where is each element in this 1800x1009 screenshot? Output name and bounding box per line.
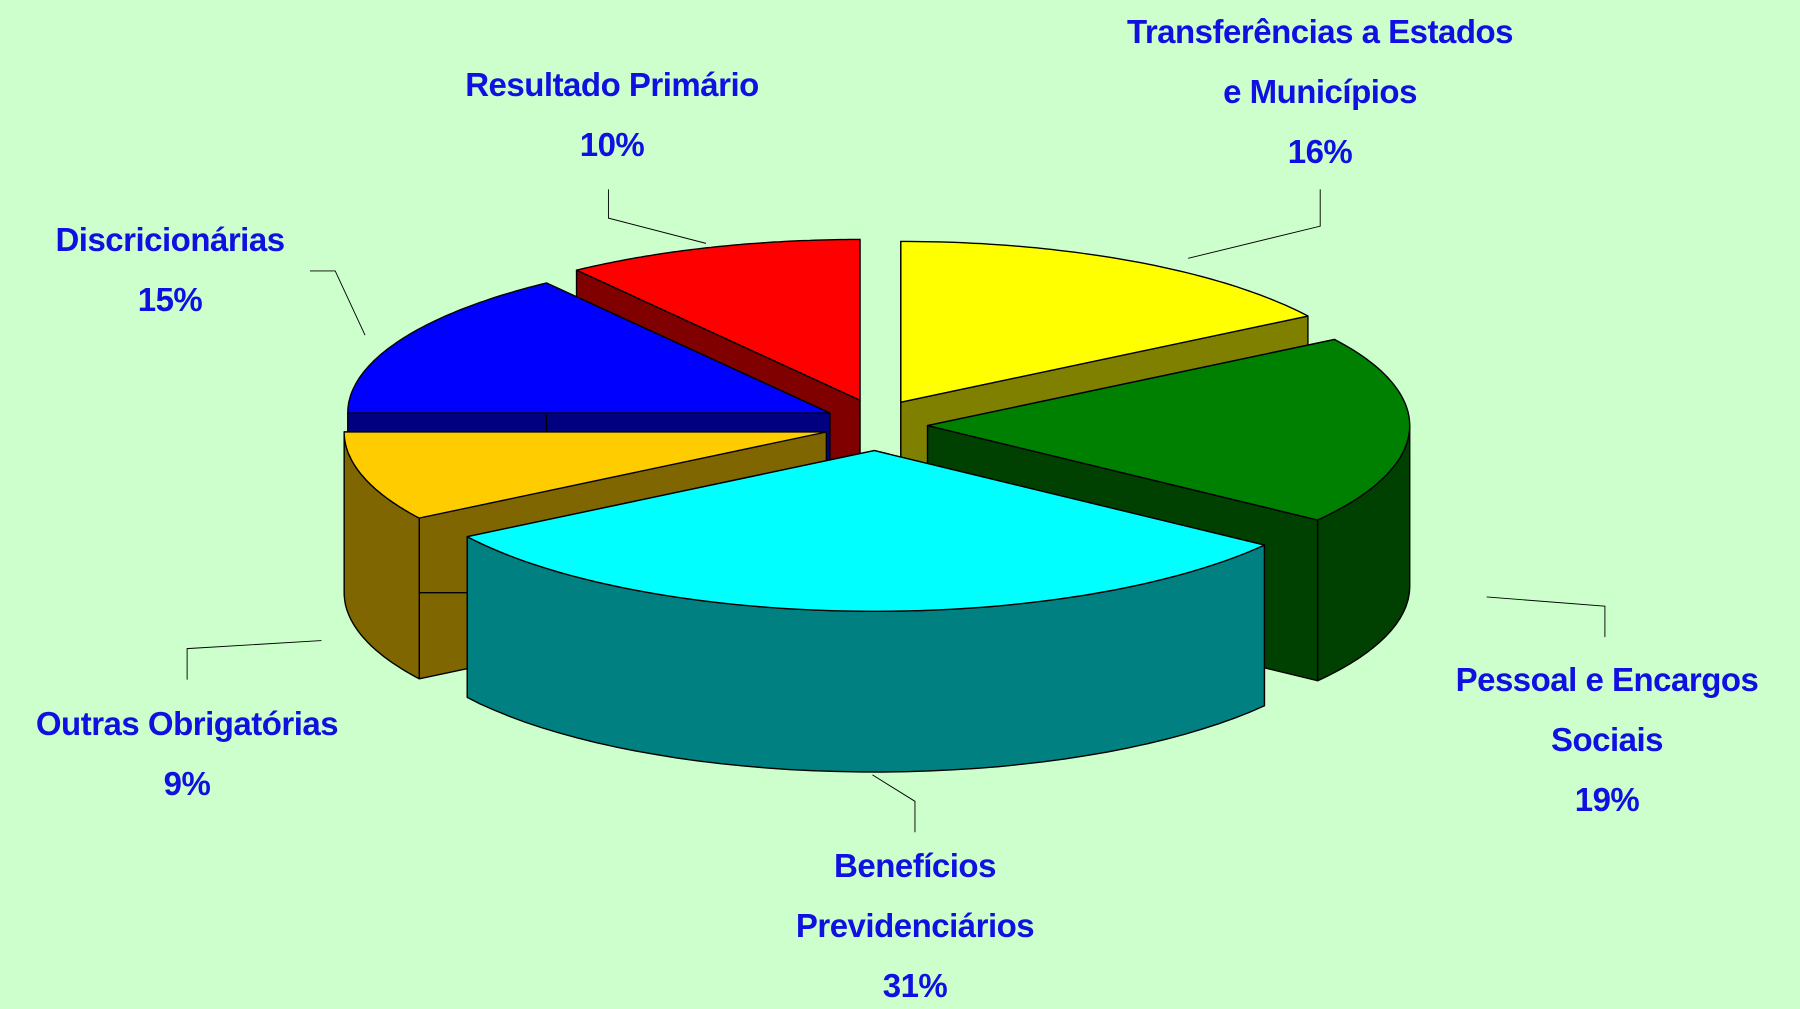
- leader-line: [309, 270, 366, 336]
- slice-value: 16%: [1287, 133, 1353, 170]
- slice-label: Benefícios Previdenciários 31%: [765, 836, 1065, 1009]
- slice-label: Outras Obrigatórias 9%: [0, 694, 387, 814]
- leader-line: [1188, 189, 1321, 259]
- slice-name: Benefícios Previdenciários: [795, 847, 1035, 944]
- leader-line: [186, 640, 322, 680]
- slice-value: 19%: [1574, 781, 1640, 818]
- slice-top: [466, 449, 1266, 612]
- slice-name: Resultado Primário: [465, 66, 759, 103]
- slice-top: [900, 240, 1309, 403]
- slice-label: Pessoal e Encargos Sociais 19%: [1412, 650, 1800, 830]
- leader-line: [607, 189, 707, 244]
- slice-value: 15%: [137, 281, 203, 318]
- slice-label: Discricionárias 15%: [0, 210, 370, 330]
- slice-label: Resultado Primário 10%: [412, 55, 812, 175]
- slice-name: Outras Obrigatórias: [35, 705, 339, 742]
- leader-line: [1486, 596, 1606, 638]
- slice-label: Transferências a Estados e Municípios 16%: [1125, 2, 1515, 182]
- slice-value: 31%: [882, 967, 948, 1004]
- slice-value: 10%: [579, 126, 645, 163]
- slice-top: [575, 238, 861, 401]
- slice-top: [926, 338, 1411, 521]
- slice-name: Transferências a Estados e Municípios: [1126, 13, 1514, 110]
- slice-name: Discricionárias: [55, 221, 285, 258]
- slice-name: Pessoal e Encargos Sociais: [1455, 661, 1759, 758]
- slice-top: [347, 282, 831, 414]
- slice-value: 9%: [163, 765, 211, 802]
- leader-line: [872, 774, 916, 833]
- slice-top: [343, 431, 828, 519]
